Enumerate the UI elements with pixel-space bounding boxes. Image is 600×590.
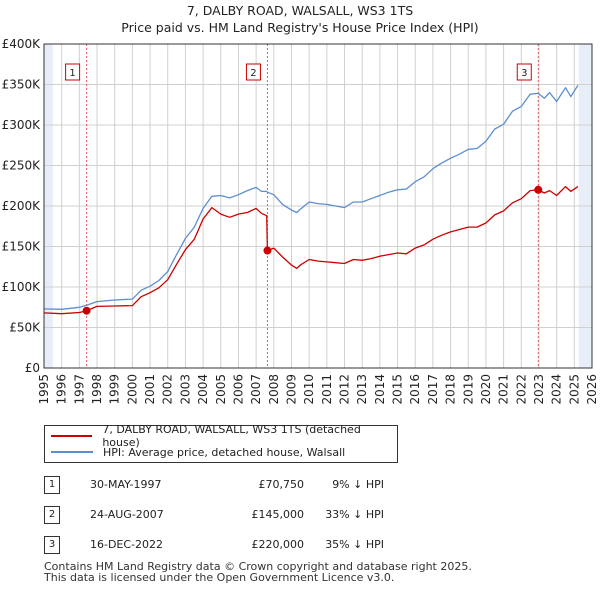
y-tick-label: £100K [2,280,42,294]
sale-date: 30-MAY-1997 [90,478,162,491]
x-tick-label: 2012 [338,374,352,405]
x-tick-label: 2001 [143,374,157,405]
x-tick-label: 2017 [426,374,440,405]
sale-price: £145,000 [251,508,305,521]
y-tick-label: £200K [2,199,42,213]
sale-point [534,185,543,194]
legend-label-property: 7, DALBY ROAD, WALSALL, WS3 1TS (detache… [102,423,361,449]
x-tick-label: 2002 [161,374,175,405]
x-tick-label: 2008 [267,374,281,405]
x-tick-label: 2014 [373,374,387,405]
x-tick-label: 2010 [302,374,316,405]
x-tick-label: 1999 [108,374,122,405]
footer-copyright: Contains HM Land Registry data © Crown c… [44,560,472,573]
x-tick-label: 2000 [125,374,139,405]
x-tick-label: 2006 [231,374,245,405]
y-tick-label: £300K [2,118,42,132]
x-tick-label: 1995 [37,374,51,405]
property-price-line [43,185,579,315]
sale-date: 16-DEC-2022 [90,538,164,551]
chart-title: 7, DALBY ROAD, WALSALL, WS3 1TS [186,3,414,18]
y-tick-label: £0 [25,361,40,375]
x-tick-label: 2021 [497,374,511,405]
sale-label-number: 2 [250,68,256,79]
x-tick-label: 2024 [550,374,564,405]
x-tick-label: 2023 [532,374,546,405]
sale-point [82,306,91,315]
x-tick-label: 2009 [284,374,298,405]
x-tick-label: 2005 [214,374,228,405]
x-tick-label: 2015 [391,374,405,405]
sale-number-badge: 1 [44,476,60,494]
sale-label-box [516,63,532,81]
sale-date: 24-AUG-2007 [90,508,164,521]
sale-hpi-diff: 33% ↓ HPI [325,508,384,521]
x-tick-label: 2013 [355,374,369,405]
plot-frame [43,43,593,369]
x-tick-label: 2016 [408,374,422,405]
x-tick-label: 2018 [444,374,458,405]
x-tick-label: 2004 [196,374,210,405]
sales-row: 2 24-AUG-2007 £145,000 33% ↓ HPI [44,506,464,526]
y-tick-label: £350K [2,78,42,92]
y-tick-label: £50K [9,321,41,335]
x-tick-label: 2003 [178,374,192,405]
legend-item-property: 7, DALBY ROAD, WALSALL, WS3 1TS (detache… [51,423,397,449]
x-tick-label: 2007 [249,374,263,405]
chart-subtitle: Price paid vs. HM Land Registry's House … [121,20,479,35]
legend-swatch-property [51,435,93,437]
sale-point [263,246,272,255]
sale-price: £70,750 [258,478,305,491]
x-tick-label: 2011 [320,374,334,405]
x-tick-label: 2020 [479,374,493,405]
price-chart: 1 2 3 £0 £50K £100K £150K £200K £250K £300K £350K… [2,37,599,405]
sales-row: 3 16-DEC-2022 £220,000 35% ↓ HPI [44,536,464,556]
x-tick-label: 1997 [72,374,86,405]
footer: Contains HM Land Registry data © Crown c… [44,561,472,583]
sale-label-number: 3 [521,68,527,79]
sale-label-box [245,63,261,81]
y-tick-label: £250K [2,159,42,173]
sale-number-badge: 2 [44,506,60,524]
legend: 7, DALBY ROAD, WALSALL, WS3 1TS (detache… [44,423,398,463]
y-tick-label: £400K [2,37,42,51]
legend-item-hpi: HPI: Average price, detached house, Wals… [51,444,345,460]
legend-swatch-hpi [51,451,93,453]
footer-licence: This data is licensed under the Open Gov… [44,571,395,584]
x-tick-label: 2019 [461,374,475,405]
sale-label-number: 1 [69,68,75,79]
sales-row: 1 30-MAY-1997 £70,750 9% ↓ HPI [44,476,464,496]
x-tick-label: 2022 [514,374,528,405]
y-tick-label: £150K [2,240,42,254]
sale-label-box [65,63,81,81]
sale-number-badge: 3 [44,536,60,554]
sale-hpi-diff: 35% ↓ HPI [325,538,384,551]
x-tick-label: 1998 [90,374,104,405]
x-tick-label: 1996 [55,374,69,405]
hpi-line [43,84,579,310]
sale-hpi-diff: 9% ↓ HPI [332,478,384,491]
x-tick-label: 2025 [567,374,581,405]
x-tick-label: 2026 [585,374,599,405]
sale-price: £220,000 [251,538,305,551]
legend-label-hpi: HPI: Average price, detached house, Wals… [103,445,346,459]
